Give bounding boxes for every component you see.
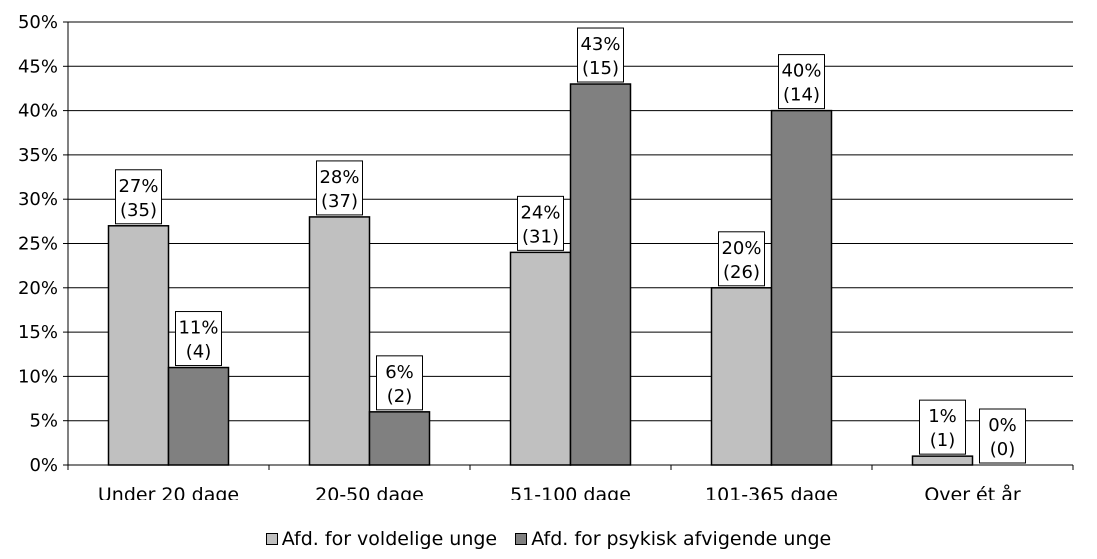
x-tick-label: Over ét år (924, 483, 1021, 500)
bar (368, 411, 431, 466)
data-label-percent: 11% (178, 318, 218, 339)
x-tick-label: Under 20 dage (98, 484, 239, 500)
data-label-count: (15) (582, 58, 619, 79)
data-label-count: (35) (120, 200, 157, 221)
bars (107, 83, 974, 466)
y-tick-label: 5% (29, 411, 58, 432)
data-label-percent: 6% (385, 362, 414, 383)
bar-chart: 0% 5% 10% 15% 20% 25% 30% 35% 40% 45% 50% Under 20 … (18, 12, 1074, 506)
legend-swatch-series-1 (265, 533, 278, 545)
data-label-percent: 28% (319, 167, 359, 188)
bar (509, 251, 572, 466)
data-label-box (376, 355, 423, 411)
data-label-percent: 40% (781, 61, 821, 82)
data-label-box (778, 54, 825, 110)
data-label-percent: 0% (988, 415, 1017, 436)
data-label-count: (4) (186, 342, 212, 363)
data-label-count: (31) (522, 226, 559, 247)
legend-label-series-2: Afd. for psykisk afvigende unge (531, 528, 832, 550)
data-label-percent: 43% (580, 34, 620, 55)
bar (770, 109, 833, 466)
data-label-box (919, 399, 966, 455)
bar (710, 287, 773, 466)
y-tick-label: 25% (18, 234, 58, 255)
x-tick-label: 51-100 dage (510, 484, 631, 500)
bar (911, 455, 974, 466)
data-label-percent: 24% (520, 202, 560, 223)
legend: Afd. for voldelige unge Afd. for psykisk… (0, 528, 1097, 550)
y-tick-label: 20% (18, 278, 58, 299)
data-label-count: (0) (990, 439, 1016, 460)
legend-item-series-2: Afd. for psykisk afvigende unge (515, 528, 831, 550)
data-label-box (577, 27, 624, 83)
data-label-count: (2) (387, 386, 413, 407)
bar (569, 83, 632, 466)
bar (308, 216, 371, 466)
y-tick-label: 40% (18, 101, 58, 122)
data-label-percent: 1% (928, 406, 957, 427)
legend-item-series-1: Afd. for voldelige unge (265, 528, 498, 550)
data-label-box (718, 231, 765, 287)
data-label-count: (26) (723, 262, 760, 283)
y-tick-label: 0% (29, 455, 58, 476)
data-label-box (979, 408, 1026, 464)
y-tick-label: 45% (18, 56, 58, 77)
data-labels: 27% (35) 28% (37) 24% (31) 20% (26) 1% (1) 11% (4) 6… (115, 27, 1026, 464)
bar (107, 225, 170, 466)
y-tick-label: 35% (18, 145, 58, 166)
legend-swatch-series-2 (515, 533, 528, 545)
y-tick-label: 30% (18, 189, 58, 210)
data-label-box (175, 311, 222, 367)
legend-label-series-1: Afd. for voldelige unge (281, 528, 498, 550)
data-label-percent: 20% (721, 238, 761, 259)
y-tick-label: 15% (18, 322, 58, 343)
bar (167, 366, 230, 466)
data-label-box (115, 169, 162, 225)
y-tick-label: 10% (18, 366, 58, 387)
data-label-count: (14) (783, 85, 820, 106)
data-label-count: (37) (321, 191, 358, 212)
data-label-count: (1) (930, 430, 956, 451)
data-label-box (316, 160, 363, 216)
x-tick-label: 101-365 dage (705, 484, 838, 500)
x-tick-label: 20-50 dage (315, 484, 424, 500)
y-tick-label: 50% (18, 12, 58, 33)
data-label-box (517, 195, 564, 251)
data-label-percent: 27% (118, 176, 158, 197)
